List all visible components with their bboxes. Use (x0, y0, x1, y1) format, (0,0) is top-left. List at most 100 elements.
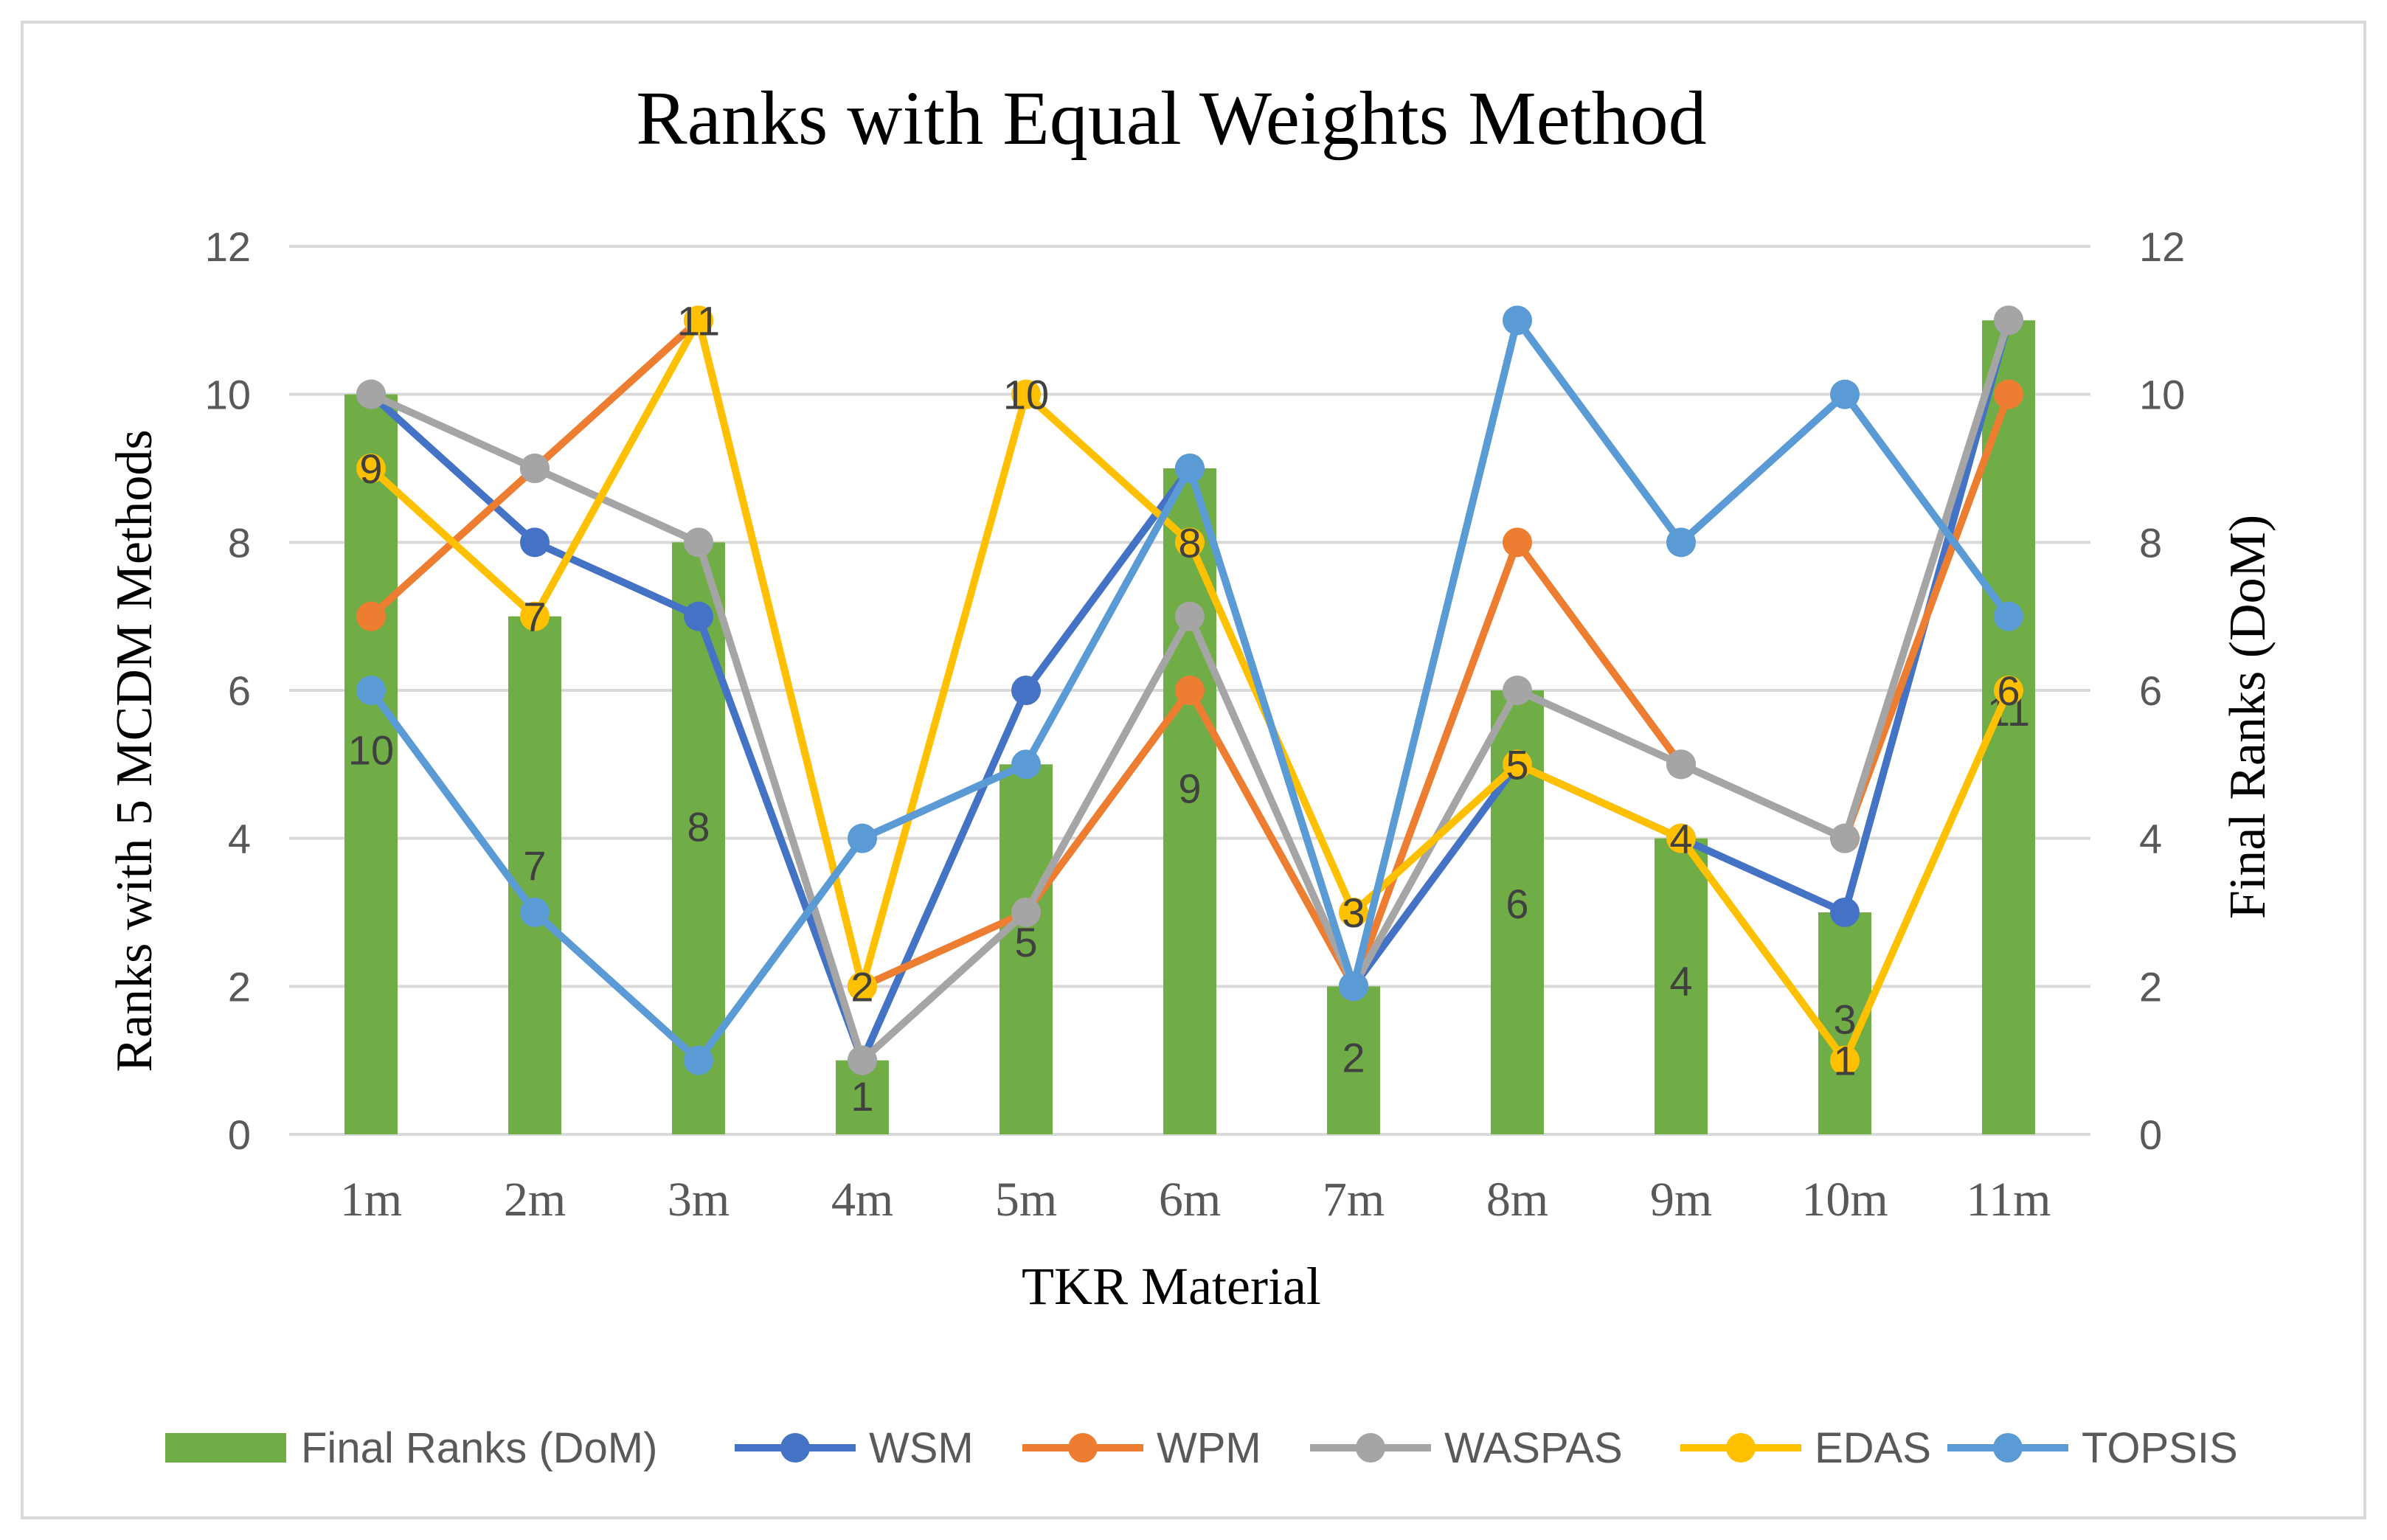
series-marker (684, 1045, 713, 1075)
series-marker (1503, 676, 1532, 705)
y-tick-label-left: 8 (228, 519, 251, 566)
series-marker (1175, 676, 1205, 705)
bar (1655, 838, 1708, 1134)
edas-data-labels: 9 7 11 2 10 8 3 5 4 1 6 (359, 297, 2020, 1083)
series-marker (684, 601, 713, 631)
y-tick-label-right: 8 (2139, 519, 2162, 566)
x-tick-label: 4m (831, 1173, 893, 1227)
series-marker (356, 676, 386, 705)
series-marker (1994, 379, 2023, 409)
y-tick-label-right: 10 (2139, 372, 2185, 418)
series-marker (1503, 527, 1532, 558)
series-marker (848, 971, 877, 1002)
series-marker (1830, 379, 1860, 409)
edas-data-label: 7 (523, 594, 546, 640)
series-marker (1666, 823, 1696, 853)
legend-item-topsis: TOPSIS (1947, 1424, 2238, 1472)
series-marker (1830, 823, 1860, 853)
series-marker (684, 305, 713, 336)
series-marker (848, 1045, 877, 1075)
bar (1000, 764, 1053, 1134)
x-tick-label: 9m (1650, 1173, 1712, 1227)
series-marker (520, 527, 550, 558)
legend-marker (1068, 1433, 1098, 1463)
series-marker (520, 601, 550, 631)
y-tick-label-right: 6 (2139, 667, 2162, 714)
series-marker (1830, 1045, 1860, 1075)
y-tick-label-left: 6 (228, 667, 251, 714)
bar-data-label: 8 (687, 804, 710, 850)
y-axis-label-left: Ranks with 5 MCDM Methods (106, 429, 163, 1072)
line-series (356, 305, 2023, 1075)
edas-data-label: 11 (677, 297, 720, 344)
bar (1327, 986, 1380, 1134)
legend-label: EDAS (1815, 1424, 1931, 1472)
bar-data-label: 9 (1178, 765, 1201, 811)
edas-data-label: 10 (1003, 372, 1049, 418)
x-tick-label: 10m (1801, 1173, 1888, 1227)
series-marker (520, 454, 550, 483)
x-axis-label: TKR Material (1022, 1257, 1321, 1316)
legend-label: WASPAS (1444, 1424, 1623, 1472)
y-tick-label-left: 0 (228, 1111, 251, 1158)
edas-data-label: 6 (1997, 667, 2020, 714)
series-marker (1666, 749, 1696, 780)
x-tick-label: 2m (504, 1173, 566, 1227)
series-marker (1666, 527, 1696, 558)
x-tick-label: 11m (1967, 1173, 2051, 1227)
x-tick-label: 3m (668, 1173, 730, 1227)
series-marker (1011, 379, 1041, 409)
series-marker (1830, 898, 1860, 927)
y-tick-label-left: 12 (205, 223, 251, 270)
bar (344, 394, 398, 1134)
legend-label: Final Ranks (DoM) (301, 1424, 657, 1472)
x-tick-label: 5m (995, 1173, 1057, 1227)
x-tick-label: 8m (1486, 1173, 1548, 1227)
legend-item-wsm: WSM (735, 1424, 974, 1472)
y-axis-label-right: Final Ranks (DoM) (2220, 515, 2276, 919)
bar-data-label: 1 (850, 1073, 873, 1120)
legend-swatch (165, 1433, 286, 1463)
legend: Final Ranks (DoM) WSM WPM WASPAS EDAS TOPSIS (165, 1424, 2238, 1472)
series-marker (1011, 898, 1041, 927)
series-marker (1994, 676, 2023, 705)
edas-data-label: 9 (359, 445, 382, 492)
y-tick-label-left: 4 (228, 816, 251, 862)
series-marker (1175, 454, 1205, 483)
legend-item-waspas: WASPAS (1310, 1424, 1623, 1472)
edas-data-label: 4 (1669, 816, 1692, 862)
series-topsis (356, 305, 2023, 1075)
series-waspas (356, 305, 2023, 1075)
series-marker (1994, 305, 2023, 336)
bar-data-label: 4 (1669, 957, 1692, 1004)
series-marker (1339, 971, 1368, 1002)
legend-label: WPM (1157, 1424, 1261, 1472)
legend-item-wpm: WPM (1022, 1424, 1261, 1472)
left-axis-ticks: 0 2 4 6 8 10 12 (205, 223, 251, 1158)
legend-marker (1356, 1433, 1385, 1463)
y-tick-label-right: 12 (2139, 223, 2185, 270)
edas-data-label: 3 (1342, 889, 1365, 936)
series-marker (1011, 749, 1041, 780)
right-axis-ticks: 0 2 4 6 8 10 12 (2139, 223, 2185, 1158)
legend-label: WSM (869, 1424, 974, 1472)
legend-label: TOPSIS (2082, 1424, 2238, 1472)
y-tick-label-left: 2 (228, 963, 251, 1010)
legend-item-edas: EDAS (1680, 1424, 1931, 1472)
x-axis-ticks: 1m 2m 3m 4m 5m 6m 7m 8m 9m 10m 11m (340, 1173, 2051, 1227)
chart-title: Ranks with Equal Weights Method (636, 76, 1706, 161)
legend-marker (1726, 1433, 1756, 1463)
series-marker (520, 898, 550, 927)
y-tick-label-right: 2 (2139, 963, 2162, 1010)
bar-data-label: 7 (523, 842, 546, 889)
series-edas (356, 305, 2023, 1075)
bar-series (344, 320, 2035, 1134)
edas-data-label: 8 (1178, 519, 1201, 566)
series-marker (356, 601, 386, 631)
bar-data-label: 6 (1506, 881, 1528, 927)
bar-data-label: 10 (348, 726, 394, 773)
y-tick-label-right: 0 (2139, 1111, 2162, 1158)
x-tick-label: 1m (340, 1173, 402, 1227)
x-tick-label: 7m (1323, 1173, 1385, 1227)
